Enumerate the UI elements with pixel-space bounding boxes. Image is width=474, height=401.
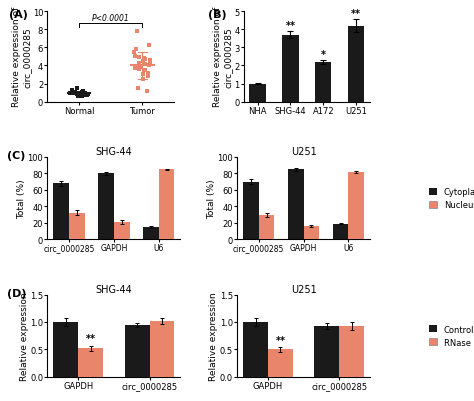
Bar xyxy=(125,325,149,377)
Point xyxy=(75,91,83,98)
Y-axis label: Relative expression: Relative expression xyxy=(210,292,219,380)
Bar xyxy=(143,227,159,240)
Point xyxy=(132,47,140,53)
Bar xyxy=(149,321,174,377)
Bar xyxy=(98,174,114,240)
Point xyxy=(139,72,147,79)
Point xyxy=(79,94,86,100)
Point xyxy=(76,93,83,99)
Text: **: ** xyxy=(275,335,285,345)
Title: U251: U251 xyxy=(291,284,317,294)
Point xyxy=(144,70,152,77)
Point xyxy=(136,67,143,73)
Bar xyxy=(259,216,274,240)
Y-axis label: Relative expression of
circ_0000285: Relative expression of circ_0000285 xyxy=(12,7,31,107)
Bar xyxy=(303,227,319,240)
Bar xyxy=(114,223,129,240)
Point xyxy=(80,91,87,98)
Point xyxy=(66,91,73,97)
Text: (C): (C) xyxy=(8,151,26,161)
Title: U251: U251 xyxy=(291,147,317,157)
Point xyxy=(83,92,91,99)
Point xyxy=(135,55,143,61)
Bar xyxy=(159,170,174,240)
Point xyxy=(140,56,148,62)
Bar xyxy=(69,213,85,240)
Point xyxy=(141,61,148,68)
Point xyxy=(74,93,82,100)
Bar xyxy=(314,326,339,377)
Bar xyxy=(315,63,331,102)
Point xyxy=(131,54,138,61)
Bar xyxy=(243,322,268,377)
Bar xyxy=(333,224,348,240)
Bar xyxy=(268,350,293,377)
Point xyxy=(141,57,148,63)
Bar xyxy=(339,326,364,377)
Point xyxy=(69,91,76,97)
Bar xyxy=(288,170,303,240)
Text: (D): (D) xyxy=(8,288,27,298)
Bar xyxy=(54,184,69,240)
Y-axis label: Relative expression of
circ_0000285: Relative expression of circ_0000285 xyxy=(213,7,233,107)
Point xyxy=(80,92,88,98)
Point xyxy=(80,92,88,99)
Point xyxy=(70,90,77,96)
Point xyxy=(139,59,146,65)
Point xyxy=(81,90,89,97)
Point xyxy=(146,62,154,69)
Point xyxy=(137,65,145,71)
Text: (B): (B) xyxy=(208,10,227,20)
Point xyxy=(146,58,154,64)
Point xyxy=(73,85,81,92)
Bar xyxy=(348,26,365,102)
Point xyxy=(84,91,91,98)
Text: (A): (A) xyxy=(9,10,28,20)
Bar xyxy=(348,172,364,240)
Y-axis label: Total (%): Total (%) xyxy=(17,179,26,219)
Text: **: ** xyxy=(351,9,361,19)
Point xyxy=(66,90,74,97)
Text: P<0.0001: P<0.0001 xyxy=(92,14,129,23)
Point xyxy=(79,92,86,98)
Title: SHG-44: SHG-44 xyxy=(96,147,132,157)
Point xyxy=(79,88,87,95)
Text: **: ** xyxy=(86,334,96,344)
Point xyxy=(75,91,83,97)
Bar xyxy=(54,322,78,377)
Point xyxy=(139,77,146,83)
Point xyxy=(68,87,76,94)
Y-axis label: Total (%): Total (%) xyxy=(207,179,216,219)
Legend: Control, RNase R: Control, RNase R xyxy=(428,325,474,347)
Point xyxy=(135,85,142,92)
Point xyxy=(145,43,152,50)
Point xyxy=(143,88,151,95)
Point xyxy=(130,49,137,56)
Text: *: * xyxy=(321,49,326,59)
Point xyxy=(70,91,78,97)
Bar xyxy=(249,84,266,102)
Y-axis label: Relative expression: Relative expression xyxy=(20,292,29,380)
Legend: Cytoplasm, Nucleus: Cytoplasm, Nucleus xyxy=(428,188,474,210)
Bar xyxy=(78,348,103,377)
Bar xyxy=(282,36,299,102)
Text: **: ** xyxy=(285,21,295,31)
Point xyxy=(131,66,139,72)
Point xyxy=(141,67,149,74)
Title: SHG-44: SHG-44 xyxy=(96,284,132,294)
Point xyxy=(146,63,153,69)
Point xyxy=(135,60,142,67)
Point xyxy=(81,91,88,97)
Point xyxy=(71,89,79,96)
Point xyxy=(135,64,143,70)
Point xyxy=(67,90,75,97)
Point xyxy=(77,93,85,99)
Point xyxy=(78,89,85,96)
Point xyxy=(145,74,152,80)
Bar xyxy=(243,182,259,240)
Point xyxy=(133,29,140,35)
